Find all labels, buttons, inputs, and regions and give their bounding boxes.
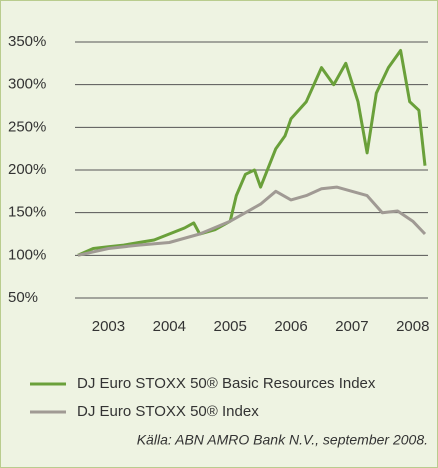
y-tick-label: 300% (8, 76, 46, 93)
x-tick-label: 2006 (274, 318, 307, 335)
y-tick-label: 50% (8, 289, 38, 306)
data-line (77, 49, 427, 257)
x-tick-label: 2007 (335, 318, 368, 335)
legend-label: DJ Euro STOXX 50® Index (77, 403, 259, 420)
x-tick-label: 2003 (92, 318, 125, 335)
x-tick-label: 2005 (213, 318, 246, 335)
legend-label: DJ Euro STOXX 50® Basic Resources Index (77, 375, 376, 392)
x-tick-label: 2004 (153, 318, 186, 335)
y-tick-label: 250% (8, 118, 46, 135)
y-tick-label: 350% (8, 33, 46, 50)
y-tick-label: 200% (8, 161, 46, 178)
data-line (77, 185, 427, 257)
y-tick-label: 150% (8, 204, 46, 221)
x-tick-label: 2008 (396, 318, 429, 335)
y-tick-label: 100% (8, 246, 46, 263)
source-note: Källa: ABN AMRO Bank N.V., september 200… (137, 432, 428, 448)
